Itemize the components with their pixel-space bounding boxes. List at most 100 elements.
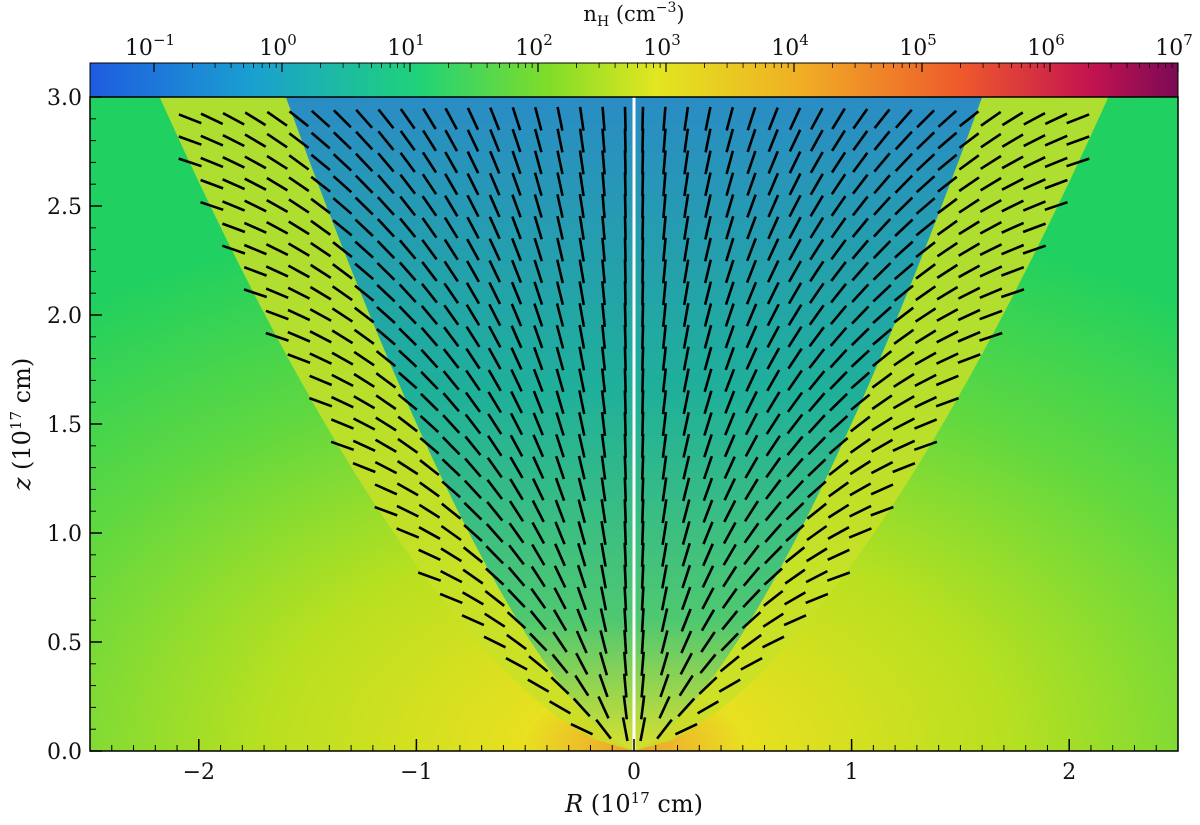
field-segment bbox=[599, 630, 608, 654]
field-segment bbox=[353, 350, 375, 367]
colorbar-tick-label: 10−1 bbox=[125, 31, 175, 61]
field-segment bbox=[746, 128, 757, 153]
y-tick-label: 2.0 bbox=[47, 304, 82, 329]
field-segment bbox=[506, 633, 527, 651]
field-segment bbox=[398, 283, 417, 303]
field-segment bbox=[288, 154, 310, 171]
field-segment bbox=[553, 565, 567, 588]
field-segment bbox=[440, 569, 463, 584]
field-segment bbox=[421, 195, 438, 217]
field-segment bbox=[178, 135, 202, 146]
field-segment bbox=[662, 259, 667, 284]
field-segment bbox=[662, 150, 667, 175]
field-segment bbox=[488, 260, 502, 283]
field-segment bbox=[703, 281, 713, 306]
field-segment bbox=[533, 281, 544, 306]
field-segment bbox=[287, 264, 311, 279]
field-segment bbox=[554, 521, 566, 545]
field-segment bbox=[682, 302, 690, 328]
field-segment bbox=[623, 259, 627, 284]
field-segment bbox=[662, 172, 667, 197]
field-segment bbox=[554, 455, 566, 480]
field-segment bbox=[528, 632, 548, 652]
field-segment bbox=[957, 308, 981, 322]
field-segment bbox=[783, 614, 807, 627]
field-segment bbox=[396, 504, 419, 518]
field-segment bbox=[979, 198, 1002, 214]
field-segment bbox=[764, 479, 782, 500]
field-segment bbox=[600, 564, 607, 589]
field-segment bbox=[767, 216, 780, 240]
field-segment bbox=[850, 327, 870, 347]
field-segment bbox=[486, 501, 504, 522]
field-segment bbox=[485, 545, 505, 565]
colorbar-tick-label: 107 bbox=[1155, 31, 1193, 61]
field-segment bbox=[807, 458, 827, 477]
field-segment bbox=[442, 392, 460, 413]
field-segment bbox=[533, 237, 544, 262]
field-segment bbox=[788, 129, 802, 152]
field-segment bbox=[980, 154, 1002, 170]
field-segment bbox=[578, 346, 586, 371]
field-segment bbox=[787, 326, 803, 348]
field-segment bbox=[464, 457, 482, 478]
field-segment bbox=[809, 195, 825, 217]
field-segment bbox=[376, 240, 396, 260]
field-segment bbox=[640, 499, 645, 524]
field-segment bbox=[442, 348, 460, 369]
field-segment bbox=[980, 110, 1002, 127]
field-segment bbox=[830, 217, 847, 239]
field-segment bbox=[376, 284, 396, 303]
field-segment bbox=[1022, 222, 1047, 234]
field-segment bbox=[444, 129, 459, 152]
field-segment bbox=[309, 374, 333, 387]
field-segment bbox=[723, 434, 736, 458]
field-segment bbox=[532, 368, 544, 393]
field-segment bbox=[440, 502, 462, 520]
field-segment bbox=[914, 351, 937, 366]
field-segment bbox=[830, 239, 847, 261]
field-segment bbox=[221, 222, 246, 234]
field-segment bbox=[661, 324, 667, 349]
field-segment bbox=[310, 109, 331, 128]
field-segment bbox=[398, 261, 417, 282]
field-segment bbox=[830, 129, 847, 152]
field-segment bbox=[808, 348, 826, 369]
field-segment bbox=[640, 455, 645, 480]
field-segment bbox=[980, 132, 1002, 149]
field-segment bbox=[678, 674, 694, 697]
field-segment bbox=[744, 434, 759, 458]
field-segment bbox=[914, 395, 938, 409]
field-segment bbox=[623, 455, 628, 480]
field-segment bbox=[746, 106, 757, 131]
field-segment bbox=[661, 564, 668, 589]
field-segment bbox=[683, 172, 690, 197]
field-segment bbox=[287, 308, 311, 322]
field-segment bbox=[601, 172, 606, 197]
field-segment bbox=[509, 412, 524, 436]
field-segment bbox=[766, 281, 780, 305]
field-segment bbox=[310, 153, 331, 172]
field-segment bbox=[808, 282, 825, 304]
field-segment bbox=[483, 635, 507, 649]
field-segment bbox=[420, 348, 439, 369]
field-segment bbox=[621, 717, 629, 742]
y-tick-label: 0.0 bbox=[47, 740, 82, 765]
field-segment bbox=[743, 522, 760, 544]
field-segment bbox=[831, 107, 846, 130]
field-segment bbox=[465, 260, 481, 283]
field-segment bbox=[464, 435, 482, 456]
field-segment bbox=[683, 128, 690, 153]
field-segment bbox=[375, 350, 397, 368]
field-segment bbox=[851, 173, 869, 195]
field-segment bbox=[704, 128, 712, 153]
field-segment bbox=[788, 194, 802, 218]
field-segment bbox=[850, 349, 870, 368]
field-segment bbox=[200, 200, 224, 212]
field-segment bbox=[809, 216, 825, 239]
field-segment bbox=[511, 194, 522, 218]
field-segment bbox=[662, 281, 667, 306]
field-segment bbox=[622, 695, 629, 720]
field-segment bbox=[265, 309, 289, 321]
field-segment bbox=[787, 347, 803, 370]
